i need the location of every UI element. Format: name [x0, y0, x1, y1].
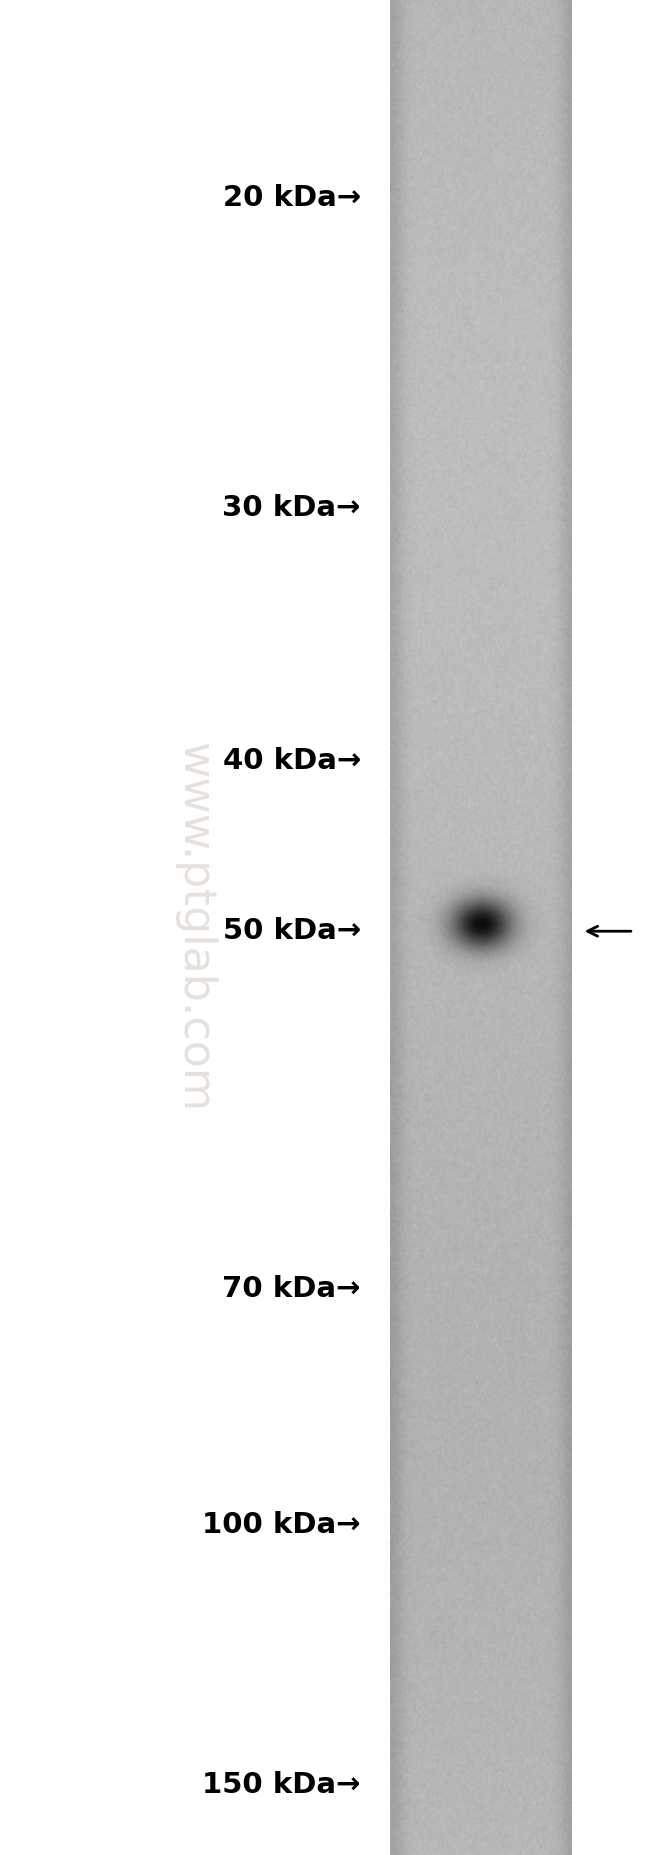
Text: 70 kDa→: 70 kDa→ — [222, 1274, 361, 1304]
Text: 20 kDa→: 20 kDa→ — [223, 184, 361, 213]
Text: 40 kDa→: 40 kDa→ — [222, 746, 361, 775]
Text: 150 kDa→: 150 kDa→ — [202, 1770, 361, 1799]
Text: 30 kDa→: 30 kDa→ — [222, 493, 361, 523]
Text: www.ptglab.com: www.ptglab.com — [174, 742, 216, 1113]
Text: 50 kDa→: 50 kDa→ — [223, 916, 361, 946]
Text: 100 kDa→: 100 kDa→ — [202, 1510, 361, 1540]
